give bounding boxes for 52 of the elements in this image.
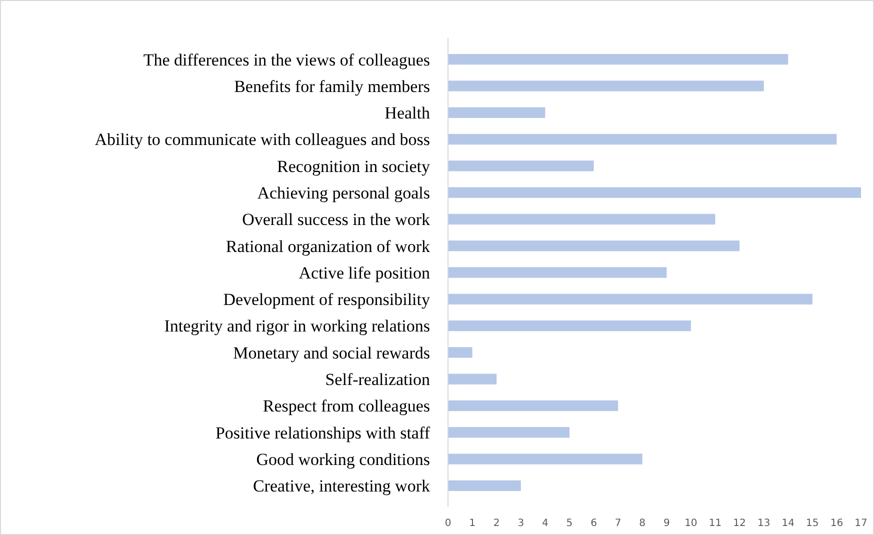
y-tick-label: Integrity and rigor in working relations	[164, 316, 430, 336]
x-tick-label: 10	[684, 518, 698, 529]
x-tick-label: 12	[733, 518, 746, 529]
x-tick-label: 11	[708, 518, 722, 529]
x-tick-label: 17	[854, 518, 868, 529]
x-tick-label: 2	[493, 518, 500, 529]
bar	[448, 240, 740, 252]
y-tick-label: Self-realization	[325, 370, 430, 390]
x-tick-label: 3	[518, 518, 524, 529]
bar	[448, 347, 472, 358]
bar	[448, 320, 691, 332]
y-tick-label: Monetary and social rewards	[233, 343, 430, 362]
x-tick-label: 8	[639, 518, 646, 529]
y-tick-label: Active life position	[298, 263, 430, 282]
x-tick-label: 16	[830, 518, 844, 529]
y-tick-label: Respect from colleagues	[262, 396, 430, 416]
bar	[448, 427, 570, 438]
bar	[448, 214, 716, 225]
bar	[448, 267, 667, 278]
bar	[448, 400, 618, 412]
y-tick-label: Health	[384, 104, 430, 123]
x-tick-label: 6	[590, 518, 597, 529]
y-tick-label: Overall success in the work	[242, 210, 430, 230]
x-tick-label: 0	[444, 518, 452, 529]
x-tick-label: 9	[663, 518, 670, 529]
bar	[448, 294, 812, 304]
y-tick-label: Recognition in society	[277, 156, 430, 176]
x-tick-label: 13	[757, 518, 770, 529]
y-tick-label: Positive relationships with staff	[215, 423, 430, 442]
y-tick-label: Achieving personal goals	[257, 184, 430, 203]
bar	[448, 160, 594, 172]
bar	[448, 80, 764, 92]
y-tick-label: Creative, interesting work	[252, 476, 430, 496]
x-tick-label: 1	[469, 518, 476, 529]
y-tick-label: The differences in the views of colleagues	[143, 50, 430, 70]
y-tick-label: Rational organization of work	[226, 236, 430, 256]
x-tick-label: 5	[566, 518, 573, 529]
y-tick-label: Good working conditions	[256, 450, 430, 469]
bar	[448, 54, 788, 65]
y-tick-label: Development of responsibility	[223, 290, 430, 310]
bar	[448, 480, 521, 492]
bar	[448, 187, 861, 198]
x-tick-label: 7	[614, 518, 622, 529]
bar	[448, 374, 497, 384]
bar	[448, 454, 642, 464]
bar	[448, 107, 546, 118]
x-tick-label: 4	[542, 518, 548, 529]
bar	[448, 134, 837, 145]
x-tick-label: 15	[806, 518, 819, 529]
x-tick-label: 14	[782, 518, 794, 529]
y-tick-label: Ability to communicate with colleagues and boss	[94, 130, 430, 150]
y-tick-label: Benefits for family members	[234, 76, 430, 96]
